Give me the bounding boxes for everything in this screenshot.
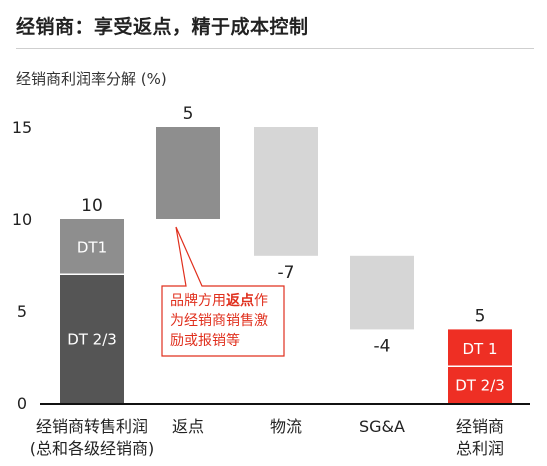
bar-segment	[60, 219, 124, 275]
annotation-run: 励或报销等	[170, 332, 240, 349]
annotation-emphasis: 返点	[226, 292, 254, 309]
bar-segment	[60, 274, 124, 403]
segment-label: DT 1	[462, 340, 497, 358]
y-tick-label: 0	[17, 394, 27, 413]
bar-segment	[448, 329, 512, 367]
x-tick-label: 经销商转售利润	[36, 417, 148, 436]
y-tick-label: 15	[12, 118, 32, 137]
segment-label: DT 2/3	[455, 377, 505, 395]
y-tick-label: 5	[17, 302, 27, 321]
segment-label: DT 2/3	[67, 331, 117, 349]
bar	[156, 127, 220, 219]
annotation-run: 作	[254, 293, 268, 309]
annotation-run: 为经销商销售激	[170, 312, 268, 329]
data-label: -7	[278, 263, 295, 283]
annotation-text: 励或报销等	[170, 332, 240, 349]
page-title: 经销商：享受返点，精于成本控制	[16, 16, 309, 38]
bar-segment	[448, 366, 512, 403]
annotation-run: 品牌方用	[170, 292, 226, 309]
annotation-callout	[161, 226, 285, 357]
data-label: -4	[374, 336, 391, 356]
x-tick-label: 总利润	[456, 439, 504, 458]
y-tick-label: 10	[12, 210, 32, 229]
x-tick-label: 返点	[172, 417, 204, 436]
x-tick-label: (总和各级经销商)	[30, 439, 155, 458]
bar	[350, 255, 414, 330]
annotation-text: 为经销商销售激	[170, 312, 268, 329]
annotation-text: 品牌方用返点作	[170, 292, 268, 309]
title-divider	[16, 48, 534, 49]
data-label: 10	[81, 196, 103, 216]
x-tick-label: SG&A	[359, 417, 405, 436]
data-label: 5	[183, 104, 194, 124]
x-tick-label: 经销商	[456, 417, 504, 436]
x-tick-label: 物流	[270, 417, 302, 436]
bar	[254, 127, 318, 256]
segment-label: DT1	[77, 239, 107, 257]
data-label: 5	[475, 306, 486, 326]
y-axis-label: 经销商利润率分解 (%)	[16, 70, 167, 88]
